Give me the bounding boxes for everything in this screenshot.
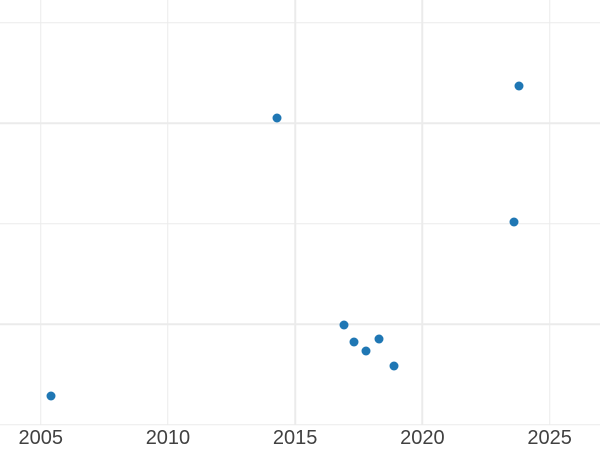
- x-tick-label: 2025: [527, 426, 572, 449]
- grid-line-horizontal: [0, 323, 600, 325]
- x-tick-label: 2010: [145, 426, 191, 449]
- scatter-point: [509, 217, 519, 227]
- scatter-point: [272, 113, 282, 123]
- scatter-point: [514, 81, 524, 91]
- scatter-point: [339, 320, 348, 330]
- grid-line-horizontal: [0, 222, 600, 225]
- grid-line-vertical: [39, 0, 42, 425]
- grid-line-horizontal: [0, 21, 600, 24]
- scatter-point: [361, 346, 371, 356]
- x-tick-label: 2015: [272, 426, 318, 449]
- grid-line-vertical: [167, 0, 169, 425]
- grid-line-horizontal: [0, 423, 600, 426]
- grid-line-vertical: [548, 0, 551, 425]
- x-tick-label: 2020: [400, 426, 445, 449]
- scatter-point: [349, 337, 359, 347]
- grid-line-horizontal: [0, 122, 600, 124]
- scatter-point: [374, 334, 384, 344]
- scatter-point: [46, 391, 56, 401]
- x-tick-label: 2005: [18, 426, 63, 449]
- scatter-point: [389, 361, 399, 371]
- grid-line-vertical: [294, 0, 296, 425]
- grid-line-vertical: [421, 0, 424, 425]
